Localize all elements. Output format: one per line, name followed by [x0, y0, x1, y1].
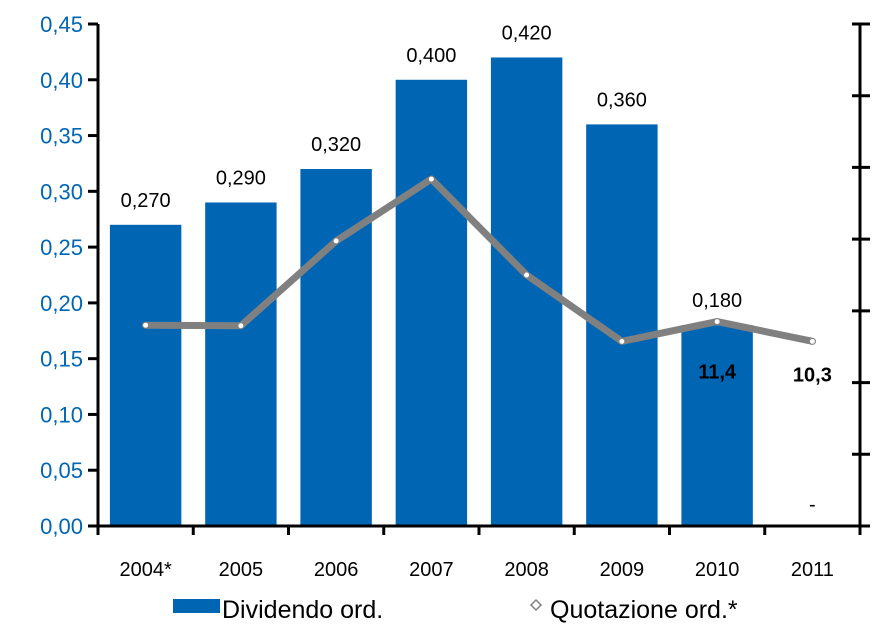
y-tick-label: 0,30: [40, 179, 83, 204]
bar-data-label: 0,270: [121, 190, 171, 212]
y-tick-label: 0,20: [40, 291, 83, 316]
quotazione-point: [713, 318, 721, 326]
bar-2010: [681, 325, 753, 526]
y-tick-label: 0,45: [40, 12, 83, 37]
bar-2005: [205, 202, 277, 526]
quotazione-line: [142, 175, 816, 345]
line-data-label: 11,4: [698, 362, 737, 384]
x-tick-label: 2006: [314, 559, 359, 581]
legend-swatch-dividendo: [173, 599, 220, 613]
legend-label-dividendo: Dividendo ord.: [222, 596, 383, 624]
y-tick-label: 0,00: [40, 514, 83, 539]
legend-marker-quotazione: [529, 598, 543, 612]
bar-data-label: 0,180: [692, 290, 742, 312]
y-tick-label: 0,25: [40, 235, 83, 260]
quotazione-point: [142, 321, 150, 329]
x-tick-label: 2010: [695, 559, 740, 581]
quotazione-point: [427, 175, 435, 183]
y-tick-label: 0,10: [40, 402, 83, 427]
y-tick-label: 0,35: [40, 124, 83, 149]
x-tick-label: 2005: [219, 559, 264, 581]
bar-data-label: -: [809, 494, 816, 516]
quotazione-point: [808, 337, 816, 345]
bar-2004*: [109, 224, 182, 527]
quotazione-point: [332, 237, 340, 245]
bar-2007: [395, 79, 468, 527]
y-tick-label: 0,40: [40, 68, 83, 93]
bar-data-label: 0,420: [502, 22, 552, 44]
x-tick-label: 2008: [504, 559, 549, 581]
x-tick-label: 2004*: [119, 559, 171, 581]
y-tick-label: 0,05: [40, 458, 83, 483]
quotazione-point: [523, 271, 531, 279]
line-data-label: 10,3: [793, 364, 832, 386]
bar-data-label: 0,290: [216, 167, 266, 189]
quotazione-point: [237, 322, 245, 330]
legend-label-quotazione: Quotazione ord.*: [550, 596, 738, 624]
bar-data-label: 0,360: [597, 89, 647, 111]
x-tick-label: 2009: [600, 559, 645, 581]
bar-data-label: 0,400: [406, 45, 456, 67]
y-tick-label: 0,15: [40, 347, 83, 372]
x-tick-label: 2007: [409, 559, 454, 581]
x-tick-label: 2011: [791, 559, 834, 581]
bar-data-label: 0,320: [311, 134, 361, 156]
quotazione-point: [618, 337, 626, 345]
